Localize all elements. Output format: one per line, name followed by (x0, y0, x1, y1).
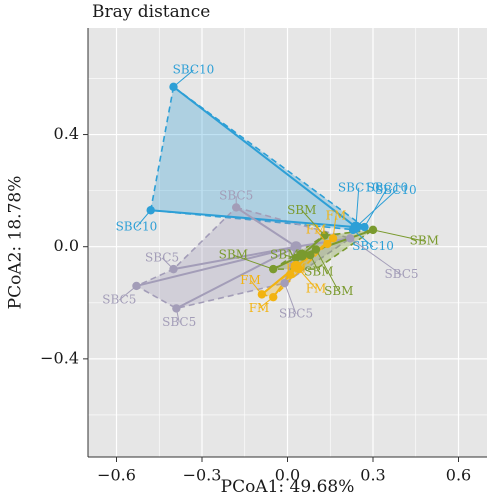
spoke-sbc5 (283, 246, 298, 284)
label-leader (332, 215, 337, 239)
point-label: FM (249, 301, 270, 315)
centroid-sbc5 (290, 241, 302, 253)
axes: −0.6 −0.3 0.0 0.3 0.6 0.4 0.0 −0.4 PCoA1: 49.68%… (6, 28, 487, 497)
point-label: SBC5 (219, 189, 253, 203)
point-label: FM (306, 281, 327, 295)
label-leader (355, 187, 360, 228)
point-label: SBM (304, 264, 333, 278)
point-label: SBM (324, 284, 353, 298)
label-leader (298, 268, 317, 290)
spoke-sbc5 (173, 245, 297, 271)
spoke-sbc10 (172, 86, 357, 228)
point-label: SBC5 (145, 250, 179, 264)
label-leader (355, 190, 397, 228)
point-label: SBC10 (173, 63, 215, 77)
x-tick-label: −0.6 (97, 466, 136, 485)
point-label: FM (326, 208, 347, 222)
centroid-sbm (296, 249, 308, 261)
label-leader (250, 280, 263, 295)
x-tick-label: 0.6 (446, 466, 471, 485)
label-leader (284, 254, 297, 259)
label-leader (119, 285, 137, 301)
label-leader (352, 229, 374, 248)
label-leader (315, 229, 328, 245)
spoke-sbc5 (295, 237, 351, 248)
grid-lines (88, 28, 487, 457)
point-label: SBC10 (375, 183, 417, 197)
spoke-sbc5 (136, 245, 297, 287)
point-label: SBC5 (384, 267, 418, 281)
point-label: SBM (287, 203, 316, 217)
label-leader (301, 209, 325, 236)
label-leader (309, 254, 320, 273)
point-label: SBC5 (279, 307, 313, 321)
label-leader (315, 249, 340, 292)
label-leader (173, 69, 194, 88)
x-axis-label: PCoA1: 49.68% (221, 477, 355, 497)
point-label: SBC10 (116, 220, 158, 234)
centroid-fm (290, 260, 302, 272)
y-tick-label: 0.0 (54, 236, 79, 255)
point-label: SBC10 (338, 180, 380, 194)
label-leader (136, 209, 152, 228)
point-labels: SBC10SBC10SBC10SBC10SBC10SBC10SBC5SBC5SB… (102, 63, 439, 329)
label-leader (372, 229, 425, 242)
y-tick-label: −0.4 (40, 348, 79, 367)
point-label: FM (240, 273, 261, 287)
y-tick-label: 0.4 (54, 124, 79, 143)
label-leader (349, 237, 402, 276)
spoke-sbc5 (175, 245, 297, 310)
label-leader (161, 257, 174, 270)
label-leader (233, 254, 274, 270)
point-sbc5 (280, 278, 289, 288)
label-leader (364, 187, 388, 228)
point-label: SBC5 (102, 292, 136, 306)
point-label: FM (306, 222, 327, 236)
point-label: SBC10 (366, 180, 408, 194)
point-label: SBM (219, 248, 248, 262)
x-tick-label: −0.3 (183, 466, 222, 485)
point-label: SBC5 (162, 315, 196, 329)
chart-title: Bray distance (92, 2, 211, 22)
point-fm (328, 234, 338, 243)
x-tick-label: 0.0 (275, 466, 300, 485)
point-label: SBM (410, 234, 439, 248)
label-leader (289, 268, 297, 276)
label-leader (175, 308, 180, 323)
label-leader (284, 282, 297, 315)
label-leader (258, 296, 274, 309)
y-axis-label: PCoA2: 18.78% (6, 176, 26, 310)
point-label: SBC10 (352, 239, 394, 253)
point-label: SBM (270, 248, 299, 262)
spoke-sbc5 (235, 206, 297, 248)
x-tick-label: 0.3 (360, 466, 385, 485)
